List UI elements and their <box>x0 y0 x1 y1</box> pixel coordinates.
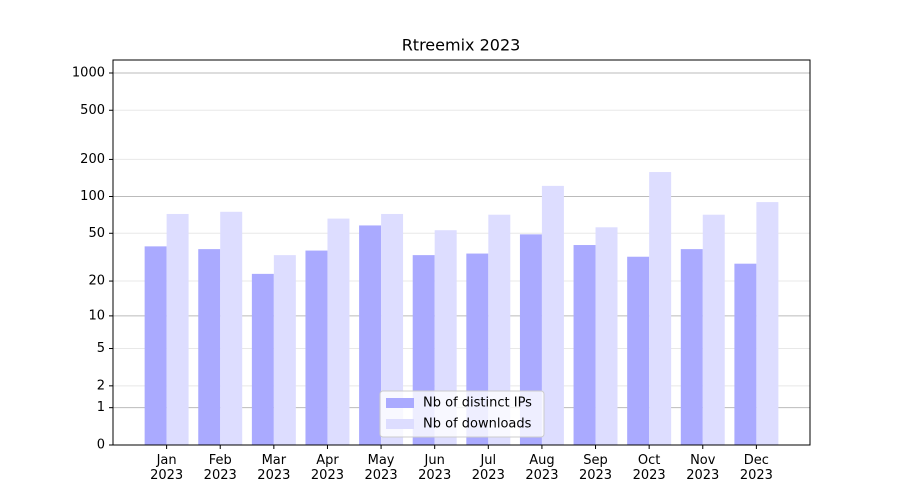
x-tick-label: May 2023 <box>364 453 398 483</box>
y-tick-label: 1 <box>97 400 105 415</box>
y-tick-label: 1000 <box>72 65 105 80</box>
x-tick-label: Feb 2023 <box>203 453 237 483</box>
bar <box>220 211 243 445</box>
legend-swatch <box>386 398 414 408</box>
y-tick-label: 20 <box>88 274 105 289</box>
x-tick-label: Jun 2023 <box>418 453 452 483</box>
legend-swatch <box>386 419 414 429</box>
legend: Nb of distinct IPs Nb of downloads <box>379 390 545 438</box>
bar <box>273 255 296 445</box>
bar <box>144 246 167 445</box>
chart-title: Rtreemix 2023 <box>402 36 521 55</box>
y-tick-label: 500 <box>80 103 105 118</box>
legend-label: Nb of distinct IPs <box>423 396 532 411</box>
bar <box>627 256 650 445</box>
x-tick-label: Jul 2023 <box>471 453 505 483</box>
x-tick-label: Apr 2023 <box>310 453 344 483</box>
x-tick-label: Nov 2023 <box>686 453 720 483</box>
y-tick-label: 200 <box>80 152 105 167</box>
bar <box>680 249 703 445</box>
legend-box <box>379 390 545 438</box>
bar <box>595 227 618 445</box>
bar <box>198 249 221 445</box>
bar <box>734 263 757 445</box>
x-tick-label: Oct 2023 <box>632 453 666 483</box>
x-tick-label: Dec 2023 <box>739 453 773 483</box>
bar <box>305 250 328 445</box>
x-tick-label: Sep 2023 <box>578 453 613 483</box>
y-tick-label: 100 <box>80 189 105 204</box>
x-tick-label: Mar 2023 <box>257 453 291 483</box>
bar <box>649 172 672 445</box>
bar <box>251 273 274 445</box>
bar <box>359 225 382 445</box>
bar <box>488 214 511 445</box>
bar <box>166 213 189 445</box>
x-tick-label: Jan 2023 <box>150 453 184 483</box>
bar <box>541 185 564 445</box>
y-tick-label: 10 <box>88 308 105 323</box>
bar <box>702 214 725 445</box>
bar <box>381 213 404 445</box>
y-tick-label: 5 <box>97 341 105 356</box>
plot-frame <box>112 59 811 446</box>
x-tick-label: Aug 2023 <box>525 453 559 483</box>
bar <box>573 245 596 445</box>
y-tick-label: 50 <box>88 226 105 241</box>
y-tick-label: 2 <box>97 378 105 393</box>
y-tick-label: 0 <box>97 438 105 453</box>
bar <box>327 218 350 445</box>
legend-label: Nb of downloads <box>423 417 532 432</box>
bar <box>756 202 779 445</box>
